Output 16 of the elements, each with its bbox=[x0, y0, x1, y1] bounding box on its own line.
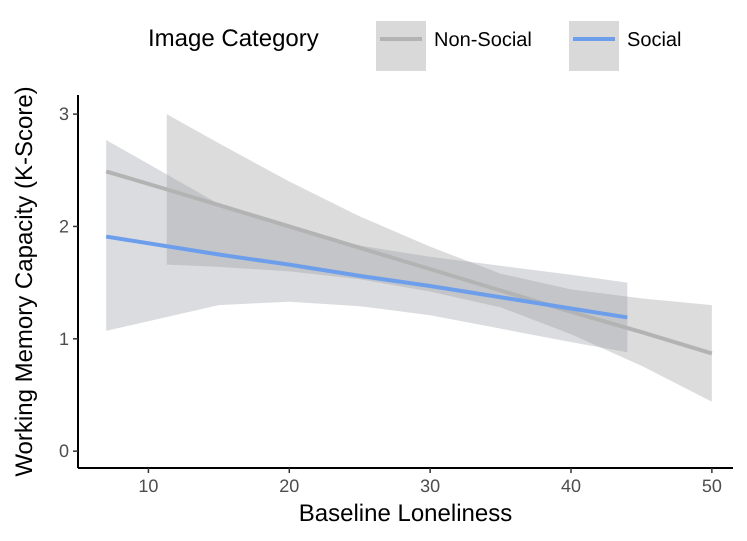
x-tick-label: 20 bbox=[279, 476, 300, 496]
x-tick-label: 30 bbox=[420, 476, 440, 496]
y-tick-label: 1 bbox=[58, 328, 69, 349]
line-series bbox=[104, 234, 630, 320]
x-tick-label: 50 bbox=[702, 476, 722, 496]
legend-label: Non-Social bbox=[434, 29, 532, 51]
y-axis-title: Working Memory Capacity (K-Score) bbox=[11, 86, 38, 477]
x-tick-label: 40 bbox=[560, 476, 582, 496]
y-tick-label: 3 bbox=[58, 104, 69, 124]
line-series bbox=[104, 169, 714, 356]
legend-title: Image Category bbox=[148, 25, 319, 52]
x-tick-label: 10 bbox=[138, 476, 158, 496]
x-axis-title: Baseline Loneliness bbox=[298, 500, 512, 527]
legend-label: Social bbox=[627, 29, 682, 51]
y-tick-label: 0 bbox=[58, 441, 69, 462]
y-tick-label: 2 bbox=[58, 216, 69, 236]
